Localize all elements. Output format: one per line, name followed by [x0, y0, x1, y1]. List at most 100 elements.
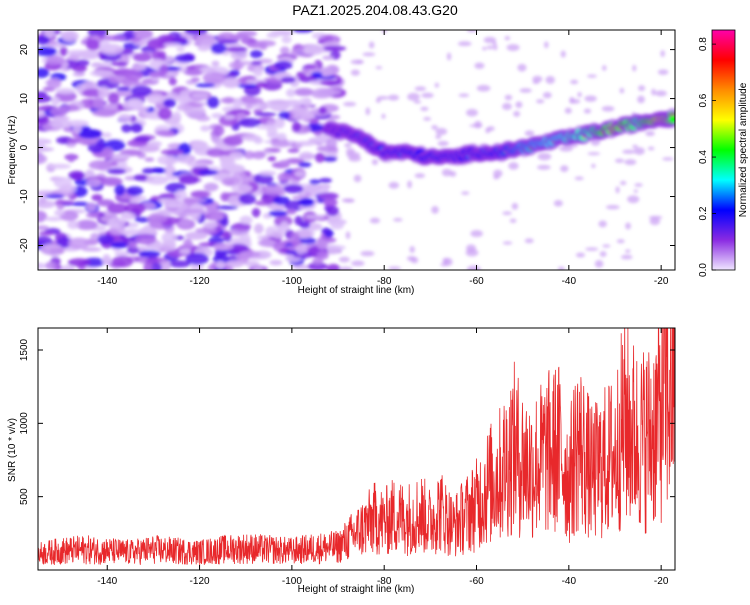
spectrogram-cell	[206, 148, 226, 158]
spectrogram-x-label: Height of straight line (km)	[298, 285, 415, 296]
spectrogram-cell	[92, 109, 116, 117]
spectrogram-cell	[144, 157, 155, 162]
spectrogram-cell	[492, 41, 497, 46]
spectrogram-cell	[161, 232, 178, 244]
spectrogram-cell	[343, 101, 357, 107]
spectrogram-cell	[542, 92, 552, 99]
spectrogram-cell	[577, 91, 582, 98]
spectrogram-cell	[38, 35, 50, 45]
spectrogram-cell	[506, 44, 520, 51]
spectrogram-cell	[253, 223, 264, 234]
spectrogram-cell	[449, 171, 457, 177]
spectrogram-cell	[268, 210, 288, 217]
spectrogram-cell	[221, 177, 241, 187]
x-tick-label: -140	[97, 276, 117, 287]
spectrogram-cell	[108, 225, 126, 236]
spectrogram-cell	[322, 55, 334, 61]
spectrogram-y-label: Frequency (Hz)	[7, 116, 18, 185]
spectrogram-cell	[103, 35, 127, 42]
spectrogram-cell	[501, 102, 512, 111]
spectrogram-ridge-cell	[668, 115, 675, 123]
spectrogram-cell	[620, 180, 627, 186]
spectrogram-cell	[44, 194, 65, 199]
spectrogram-cell	[177, 152, 191, 163]
x-tick-label: -20	[654, 276, 669, 287]
spectrogram-cell	[38, 94, 53, 103]
spectrogram-cell	[212, 254, 231, 264]
spectrogram-cell	[655, 90, 667, 97]
spectrogram-cell	[216, 260, 226, 270]
spectrogram-cell	[369, 217, 381, 224]
spectrogram-cell	[625, 249, 631, 253]
spectrogram-cell	[602, 65, 607, 71]
spectrogram-cell	[345, 147, 355, 155]
colorbar-tick-label: 0.2	[698, 206, 709, 220]
spectrogram-cell	[267, 156, 277, 162]
spectrogram-y-axis: -20 -10 0 10 20	[19, 44, 675, 253]
spectrogram-cell	[44, 30, 55, 39]
spectrogram-cell	[210, 42, 227, 54]
spectrogram-cell	[250, 103, 271, 109]
spectrogram-cell	[86, 202, 97, 212]
spectrogram-cell	[509, 218, 517, 223]
spectrogram-cell	[569, 96, 575, 104]
y-tick-label: 0	[19, 144, 30, 150]
spectrogram-cell	[502, 241, 513, 245]
spectrogram-cell	[316, 250, 329, 260]
spectrogram-cell	[614, 158, 625, 163]
spectrogram-cell	[570, 79, 579, 85]
spectrogram-cell	[243, 260, 260, 267]
spectrogram-cell	[256, 124, 278, 130]
spectrogram-cell	[157, 155, 179, 166]
spectrogram-cell	[195, 227, 217, 234]
spectrogram-cell	[159, 64, 169, 76]
spectrogram-cell	[38, 46, 57, 57]
spectrogram-cell	[133, 174, 148, 181]
spectrogram-cell	[625, 222, 631, 230]
spectrogram-cell	[67, 258, 91, 267]
spectrogram-cell	[493, 44, 498, 51]
spectrogram-cell	[283, 184, 304, 194]
spectrogram-cell	[68, 170, 86, 181]
snr-y-label: SNR (10 * v/v)	[7, 418, 18, 482]
spectrogram-cell	[619, 87, 625, 94]
snr-series-line	[38, 328, 675, 566]
spectrogram-cell	[197, 44, 211, 52]
spectrogram-cell	[318, 192, 339, 200]
spectrogram-x-axis: -140 -120 -100 -80 -60 -40 -20	[97, 30, 669, 287]
spectrogram-cell	[532, 75, 543, 83]
spectrogram-cell	[294, 140, 316, 147]
spectrogram-cell	[182, 208, 206, 214]
spectrogram-cell	[318, 106, 327, 115]
spectrogram-cell	[443, 257, 453, 266]
spectrogram-cell	[299, 97, 311, 104]
spectrogram-cell	[88, 160, 113, 170]
spectrogram-cell	[351, 260, 365, 267]
spectrogram-cell	[350, 69, 360, 76]
spectrogram-cell	[45, 43, 68, 48]
spectrogram-cell	[360, 250, 375, 257]
spectrogram-cell	[232, 98, 242, 110]
spectrogram-cell	[168, 77, 177, 86]
spectrogram-cell	[254, 112, 277, 117]
spectrogram-cell	[513, 110, 521, 117]
spectrogram-cell	[238, 193, 257, 205]
spectrogram-cell	[121, 123, 132, 133]
spectrogram-cell	[66, 138, 81, 144]
spectrogram-cell	[293, 87, 315, 97]
spectrogram-cell	[537, 164, 551, 170]
spectrogram-cell	[134, 136, 151, 143]
spectrogram-cell	[178, 248, 191, 255]
spectrogram-cell	[238, 117, 261, 128]
spectrogram-cell	[431, 205, 439, 214]
spectrogram-cell	[476, 84, 491, 92]
spectrogram-cell	[406, 255, 416, 262]
spectrogram-cell	[178, 174, 200, 185]
spectrogram-cell	[519, 88, 532, 93]
spectrogram-cell	[128, 37, 142, 42]
x-tick-label: -140	[97, 576, 117, 587]
spectrogram-cell	[365, 107, 371, 116]
spectrogram-cell	[239, 250, 261, 258]
spectrogram-cell	[594, 260, 604, 268]
